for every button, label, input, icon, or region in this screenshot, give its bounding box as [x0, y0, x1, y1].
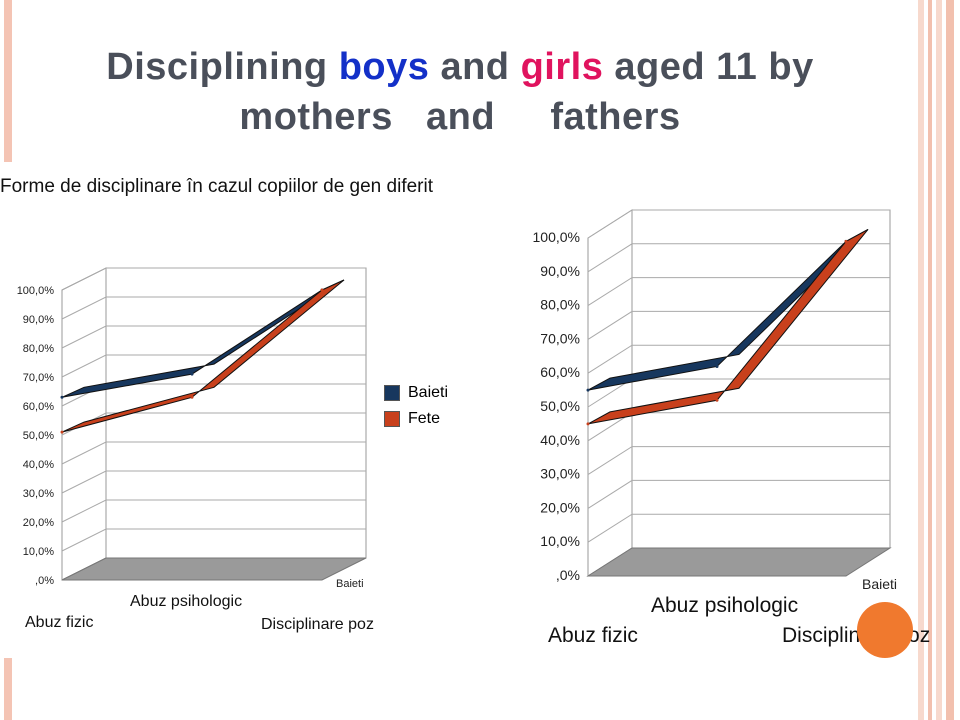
chart2-ytick: 20,0%	[540, 499, 580, 515]
chart2-gridline	[587, 209, 890, 239]
chart1-ytick: 60,0%	[23, 401, 54, 413]
frame-stripe-2	[928, 0, 932, 720]
chart1-depth-label: Baieti	[336, 578, 364, 590]
chart1-plot: ,0% 10,0% 20,0% 30,0% 40,0% 50,0% 60,0% 70,0% 80…	[17, 267, 367, 590]
chart2-point-baieti-1	[715, 364, 719, 368]
chart1-legend: Baieti Fete	[384, 380, 448, 432]
chart1-point-fete-1	[190, 395, 194, 399]
frame-rule-bottom	[4, 658, 12, 720]
chart1-title: Forme de disciplinare în cazul copiilor …	[0, 176, 433, 197]
chart1-floor	[61, 557, 367, 581]
chart1-gridline	[61, 499, 366, 523]
chart2-gridline	[587, 446, 890, 476]
legend-label-baieti: Baieti	[408, 384, 449, 401]
chart1-ytick: 50,0%	[23, 430, 54, 442]
chart1-category-abuz-fizic: Abuz fizic	[25, 614, 94, 631]
chart2-floor	[586, 547, 892, 577]
chart1-gridline	[61, 441, 366, 465]
chart2-ytick: 50,0%	[540, 398, 580, 414]
chart1-ytick: 90,0%	[23, 314, 54, 326]
chart2-point-fete-1	[715, 398, 719, 402]
chart2-gridline	[587, 479, 890, 509]
slide-title: Disciplining boys and girls aged 11 by m…	[106, 46, 814, 138]
legend-item-baieti: Baieti	[384, 380, 448, 406]
chart2-ytick: 100,0%	[533, 229, 580, 245]
chart2-gridline	[587, 310, 890, 340]
chart1-gridline	[61, 296, 366, 320]
chart2-ytick: 60,0%	[540, 364, 580, 380]
chart1-point-fete-0	[60, 430, 64, 434]
chart2-gridline	[587, 243, 890, 273]
chart1-point-fete-2	[320, 288, 324, 292]
frame-rule-top	[4, 0, 12, 162]
frame-stripe-4	[946, 0, 954, 720]
chart1-gridline	[61, 267, 366, 291]
chart1-ytick: ,0%	[35, 575, 54, 587]
chart1-gridline	[61, 354, 366, 378]
chart1-ytick: 30,0%	[23, 488, 54, 500]
chart2-point-fete-0	[586, 422, 590, 426]
chart1-category-abuz-psihologic: Abuz psihologic	[130, 593, 243, 610]
chart2-ytick: ,0%	[556, 567, 580, 583]
chart1-ytick: 10,0%	[23, 546, 54, 558]
chart1-gridline	[61, 528, 366, 552]
chart2-ytick: 40,0%	[540, 432, 580, 448]
chart1-ytick: 20,0%	[23, 517, 54, 529]
chart2-ytick: 30,0%	[540, 466, 580, 482]
chart2-point-fete-2	[844, 239, 848, 243]
chart1-point-baieti-1	[190, 372, 194, 376]
accent-circle	[857, 602, 913, 658]
legend-swatch-baieti	[384, 385, 400, 401]
chart2-ytick: 70,0%	[540, 330, 580, 346]
frame-stripe-3	[936, 0, 942, 720]
legend-item-fete: Fete	[384, 406, 448, 432]
chart1-ytick: 70,0%	[23, 372, 54, 384]
chart2-gridline	[587, 513, 890, 543]
chart2-point-baieti-0	[586, 388, 590, 392]
chart1-ytick: 80,0%	[23, 343, 54, 355]
chart2-ytick: 90,0%	[540, 263, 580, 279]
chart1-category-disciplinare-poz: Disciplinare poz	[261, 616, 374, 633]
legend-label-fete: Fete	[408, 410, 441, 427]
chart1-gridline	[61, 470, 366, 494]
chart2-plot: ,0% 10,0% 20,0% 30,0% 40,0% 50,0% 60,0% 70,0% 80…	[533, 209, 897, 592]
chart1-ytick: 100,0%	[17, 285, 55, 297]
legend-swatch-fete	[384, 411, 400, 427]
chart2-category-abuz-psihologic: Abuz psihologic	[651, 594, 799, 617]
chart1-point-baieti-0	[60, 395, 64, 399]
chart2-category-abuz-fizic: Abuz fizic	[548, 624, 638, 647]
chart2-gridline	[587, 277, 890, 307]
chart2-gridline	[587, 344, 890, 374]
chart1-ytick: 40,0%	[23, 459, 54, 471]
frame-stripe-1	[918, 0, 924, 720]
chart2-ytick: 10,0%	[540, 533, 580, 549]
chart2-ytick: 80,0%	[540, 297, 580, 313]
chart2-depth-label: Baieti	[862, 576, 897, 592]
